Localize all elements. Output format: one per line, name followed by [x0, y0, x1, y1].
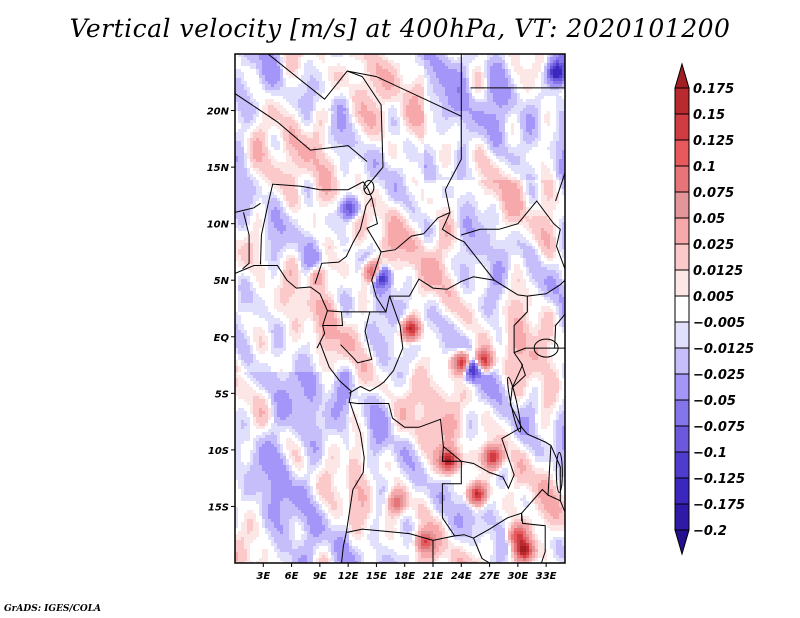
y-tick-label: 15N	[207, 163, 230, 174]
border-line	[511, 363, 526, 389]
border-line	[340, 311, 373, 364]
colorbar-label: −0.2	[693, 524, 727, 539]
colorbar-label: −0.075	[693, 420, 745, 435]
x-axis: 3E 6E 9E 12E 15E 18E 21E 24E 27E 30E 33E	[256, 563, 557, 582]
colorbar-label: −0.0125	[693, 342, 754, 357]
border-line	[521, 426, 552, 514]
colorbar-label: −0.125	[693, 472, 745, 487]
border-line	[341, 402, 365, 563]
x-tick-label: 3E	[256, 571, 270, 582]
map-title: Vertical velocity [m/s] at 400hPa, VT: 2…	[69, 14, 731, 43]
colorbar-segment	[674, 113, 690, 141]
lake-victoria	[533, 338, 559, 358]
colorbar-segment	[674, 503, 690, 531]
lake-tanganyika	[507, 376, 522, 433]
colorbar-segment	[674, 87, 690, 115]
colorbar-label: −0.1	[693, 446, 727, 461]
colorbar-segment	[674, 269, 690, 297]
colorbar-label: −0.025	[693, 368, 745, 383]
x-tick-label: 27E	[479, 571, 500, 582]
colorbar-label: −0.005	[693, 316, 745, 331]
colorbar-segment	[674, 139, 690, 167]
y-tick-label: 10N	[207, 220, 230, 231]
x-tick-label: 9E	[313, 571, 327, 582]
country-borders	[235, 54, 565, 563]
colorbar-segment	[674, 321, 690, 349]
x-tick-label: 12E	[338, 571, 359, 582]
colorbar-label: 0.0125	[693, 264, 743, 279]
border-line	[235, 93, 368, 162]
colorbar-segment	[674, 477, 690, 505]
colorbar-label: 0.005	[693, 290, 734, 305]
border-line	[513, 347, 565, 354]
colorbar-label: 0.1	[693, 160, 716, 175]
colorbar-segment	[674, 295, 690, 323]
lake-chad	[363, 179, 375, 195]
grads-credit: GrADS: IGES/COLA	[4, 604, 102, 614]
colorbar-segment	[674, 373, 690, 401]
border-line	[366, 197, 451, 253]
colorbar-label: −0.175	[693, 498, 745, 513]
colorbar-segment	[674, 165, 690, 193]
colorbar-label: 0.125	[693, 134, 734, 149]
y-tick-label: EQ	[214, 333, 230, 344]
border-line	[521, 513, 546, 563]
colorbar-segment	[674, 243, 690, 271]
colorbar-label: 0.075	[693, 186, 734, 201]
border-line	[473, 537, 490, 563]
border-line	[441, 446, 462, 537]
border-line	[527, 279, 565, 297]
border-line	[319, 296, 528, 490]
y-tick-label: 5S	[215, 389, 229, 400]
y-tick-label: 5N	[214, 276, 230, 287]
border-line	[267, 54, 462, 117]
colorbar-segment	[674, 451, 690, 479]
border-line	[235, 202, 261, 213]
border-line	[461, 200, 565, 270]
x-tick-label: 6E	[285, 571, 299, 582]
x-tick-label: 33E	[536, 571, 557, 582]
y-tick-label: 15S	[208, 502, 229, 513]
border-line	[314, 188, 373, 284]
x-tick-label: 24E	[451, 571, 472, 582]
x-tick-label: 18E	[394, 571, 415, 582]
border-line	[242, 212, 250, 270]
border-line	[347, 70, 384, 191]
colorbar-segment	[674, 399, 690, 427]
colorbar-segment	[674, 217, 690, 245]
border-line	[371, 251, 495, 314]
y-axis: 20N 15N 10N 5N EQ 5S 10S 15S	[207, 107, 235, 513]
border-line	[235, 265, 328, 349]
border-line	[260, 181, 369, 265]
plot-frame	[234, 53, 566, 564]
border-line	[348, 295, 404, 394]
colorbar-label: 0.025	[693, 238, 734, 253]
border-line	[555, 172, 565, 202]
colorbar-segment	[674, 425, 690, 453]
border-line	[346, 512, 523, 541]
border-line	[441, 116, 528, 297]
colorbar-bottom-arrow	[674, 529, 690, 556]
x-tick-label: 15E	[366, 571, 387, 582]
x-tick-label: 30E	[507, 571, 528, 582]
colorbar-segment	[674, 347, 690, 375]
colorbar-label: 0.05	[693, 212, 725, 227]
border-line	[550, 445, 561, 501]
colorbar: 0.175 0.15 0.125 0.1 0.075 0.05 0.025 0.0125 0.0…	[674, 62, 754, 556]
colorbar-top-arrow	[674, 62, 690, 89]
colorbar-label: 0.175	[693, 82, 734, 97]
colorbar-label: 0.15	[693, 108, 725, 123]
velocity-field	[235, 54, 565, 563]
border-line	[554, 313, 565, 349]
x-tick-label: 21E	[423, 571, 444, 582]
y-tick-label: 10S	[208, 446, 229, 457]
lake-malawi	[555, 452, 563, 494]
border-line	[322, 310, 344, 326]
colorbar-segment	[674, 191, 690, 219]
colorbar-label: −0.05	[693, 394, 736, 409]
y-tick-label: 20N	[207, 107, 230, 118]
